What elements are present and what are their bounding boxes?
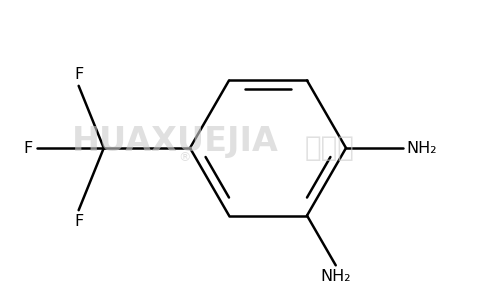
- Text: ®: ®: [179, 152, 191, 165]
- Text: NH₂: NH₂: [320, 269, 351, 284]
- Text: F: F: [74, 67, 83, 82]
- Text: 化学加: 化学加: [305, 134, 355, 162]
- Text: F: F: [23, 141, 33, 155]
- Text: F: F: [74, 214, 83, 229]
- Text: HUAXUEJIA: HUAXUEJIA: [71, 125, 278, 157]
- Text: NH₂: NH₂: [407, 141, 437, 155]
